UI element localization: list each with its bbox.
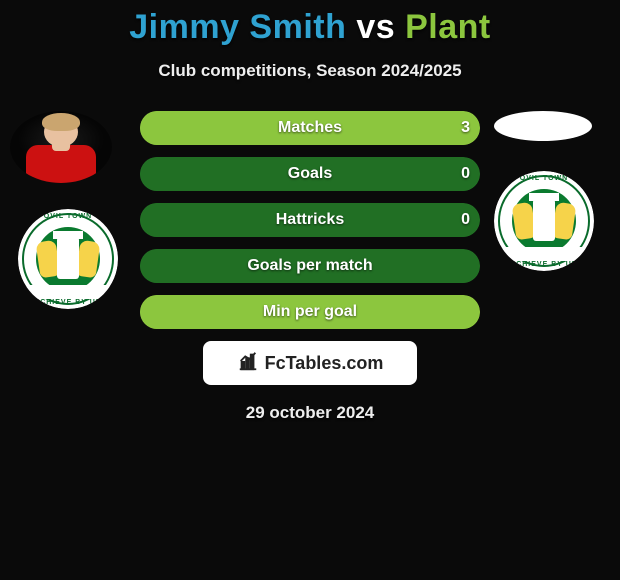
vs-separator: vs	[356, 8, 395, 46]
stat-value-right: 3	[461, 111, 470, 145]
main-area: OVIL TOWN ACHIEVE BY UN OVIL TOWN AC	[0, 111, 620, 423]
chart-icon	[237, 350, 259, 377]
stat-row-hattricks: Hattricks 0	[140, 203, 480, 237]
player1-photo	[10, 111, 112, 183]
date-label: 29 october 2024	[0, 403, 620, 423]
watermark-text: FcTables.com	[265, 353, 384, 374]
left-column: OVIL TOWN ACHIEVE BY UN	[8, 111, 128, 309]
stat-row-matches: Matches 3	[140, 111, 480, 145]
subtitle: Club competitions, Season 2024/2025	[0, 61, 620, 81]
stat-row-min-per-goal: Min per goal	[140, 295, 480, 329]
stat-label: Goals	[140, 165, 480, 183]
stat-label: Matches	[140, 119, 480, 137]
stat-row-goals: Goals 0	[140, 157, 480, 191]
crest-text-top: OVIL TOWN	[494, 175, 594, 182]
page-title: Jimmy Smith vs Plant	[0, 0, 620, 47]
crest-text-bottom: ACHIEVE BY UN	[18, 299, 118, 306]
player2-club-crest: OVIL TOWN ACHIEVE BY UN	[494, 171, 594, 271]
crest-text-bottom: ACHIEVE BY UN	[494, 261, 594, 268]
player1-club-crest: OVIL TOWN ACHIEVE BY UN	[18, 209, 118, 309]
stat-value-right: 0	[461, 203, 470, 237]
stat-label: Goals per match	[140, 257, 480, 275]
crest-text-top: OVIL TOWN	[18, 213, 118, 220]
right-column: OVIL TOWN ACHIEVE BY UN	[488, 111, 608, 271]
stat-label: Min per goal	[140, 303, 480, 321]
comparison-card: Jimmy Smith vs Plant Club competitions, …	[0, 0, 620, 580]
player1-name: Jimmy Smith	[129, 8, 346, 46]
player2-photo	[494, 111, 592, 141]
stat-pills: Matches 3 Goals 0 Hattricks 0	[140, 111, 480, 329]
stat-value-right: 0	[461, 157, 470, 191]
stat-label: Hattricks	[140, 211, 480, 229]
watermark: FcTables.com	[203, 341, 417, 385]
stat-row-goals-per-match: Goals per match	[140, 249, 480, 283]
player2-name: Plant	[405, 8, 491, 46]
